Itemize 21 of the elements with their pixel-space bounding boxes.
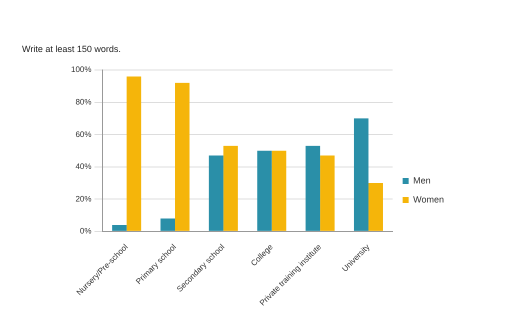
bar [223,146,238,231]
bar [112,224,127,231]
bar [208,156,224,231]
legend-label: Women [413,194,444,204]
bar [175,82,190,231]
bar [272,150,286,231]
bar [354,118,368,231]
legend-label: Men [413,175,431,186]
y-tick-label: 0% [80,226,92,236]
y-tick-label: 60% [75,130,92,139]
y-tick-label: 20% [75,194,92,204]
bar [126,76,142,231]
y-tick-label: 80% [75,97,92,106]
bar [257,150,272,231]
bar [160,218,176,231]
y-tick-label: 100% [70,65,92,74]
bar [368,182,383,231]
text: Write at least 150 words. [22,44,121,54]
bar [320,156,335,231]
bar [306,146,320,231]
y-tick-label: 40% [75,162,92,172]
